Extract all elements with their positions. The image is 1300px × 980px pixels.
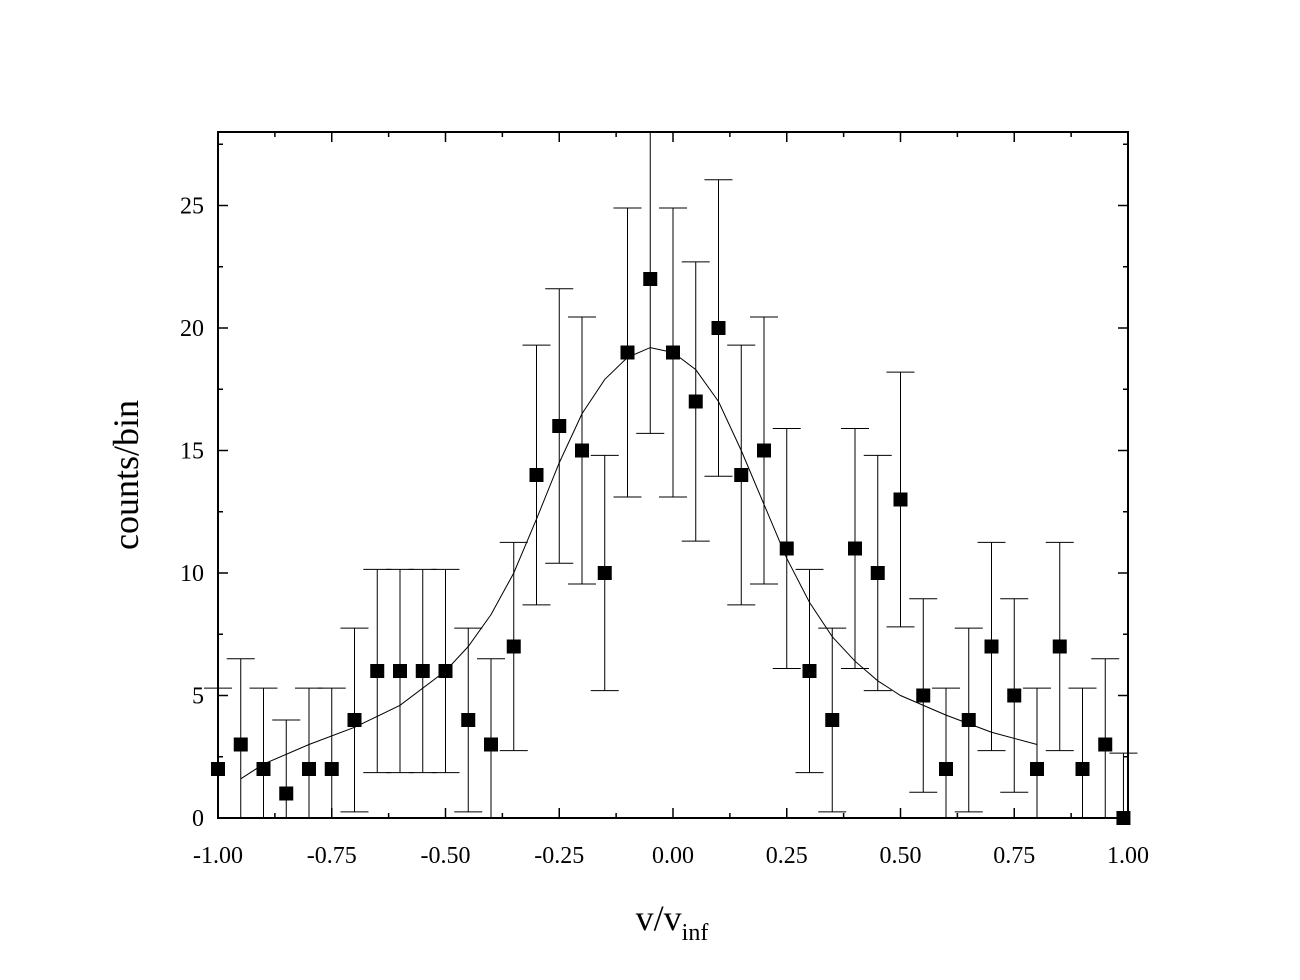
data-point	[620, 345, 635, 360]
y-tick-label: 10	[180, 561, 204, 587]
data-point	[415, 664, 430, 678]
x-tick-label: 0.75	[993, 843, 1035, 869]
data-point	[825, 713, 840, 727]
x-tick-label: 1.00	[1107, 843, 1149, 869]
data-point	[506, 639, 521, 654]
data-point	[643, 272, 658, 286]
x-axis-title: v/vinf	[636, 898, 709, 946]
y-tick-label: 20	[180, 316, 204, 342]
data-point	[438, 664, 453, 678]
data-point	[916, 688, 931, 703]
data-point	[302, 762, 316, 776]
y-tick-label: 25	[180, 194, 204, 220]
data-point	[233, 737, 248, 752]
data-point	[461, 713, 476, 727]
y-tick-label: 5	[192, 684, 204, 710]
data-point	[1007, 688, 1022, 703]
x-tick-label: 0.00	[652, 843, 694, 869]
data-point	[552, 419, 567, 433]
data-point	[870, 566, 885, 580]
data-point	[893, 492, 908, 507]
data-point	[711, 321, 726, 335]
data-point	[1075, 762, 1090, 776]
x-tick-label: -0.50	[421, 843, 471, 869]
data-point	[848, 541, 862, 556]
data-point	[1030, 762, 1044, 776]
y-axis-title: counts/bin	[106, 400, 146, 550]
data-point	[802, 664, 817, 678]
data-point	[279, 786, 294, 801]
data-point	[779, 541, 794, 556]
data-point	[256, 762, 271, 776]
data-point	[484, 737, 498, 752]
x-tick-label: -1.00	[193, 843, 243, 869]
axes-ticks: -1.00 -0.75 -0.50 -0.25 0.00 0.25 0.50 0.75 1.00…	[180, 132, 1149, 869]
x-tick-label: 0.25	[766, 843, 808, 869]
data-point	[984, 639, 999, 654]
data-point	[597, 566, 612, 580]
plot-area	[204, 132, 1138, 825]
data-point	[666, 345, 680, 360]
data-point	[575, 443, 589, 458]
x-tick-label: -0.75	[307, 843, 357, 869]
data-point	[757, 443, 771, 458]
x-tick-label: 0.50	[880, 843, 922, 869]
data-point	[961, 713, 976, 727]
data-point	[393, 664, 407, 678]
data-point	[1098, 737, 1113, 752]
data-point	[1052, 639, 1067, 654]
data-point	[734, 468, 749, 482]
data-point	[324, 762, 339, 776]
x-tick-label: -0.25	[534, 843, 584, 869]
data-point	[939, 762, 953, 776]
data-point	[529, 468, 544, 482]
data-point	[370, 664, 385, 678]
y-tick-label: 0	[192, 806, 204, 832]
data-point	[347, 713, 362, 727]
y-tick-label: 15	[180, 439, 204, 465]
data-point	[688, 394, 703, 409]
